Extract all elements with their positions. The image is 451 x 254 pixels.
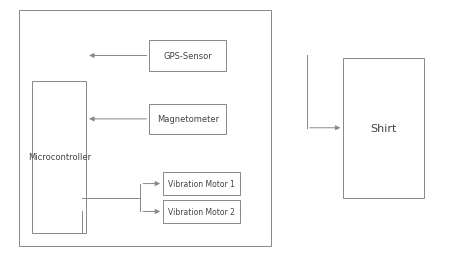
Bar: [162, 200, 239, 223]
Bar: [149, 41, 226, 71]
Text: Magnetometer: Magnetometer: [156, 115, 218, 124]
Bar: [32, 82, 86, 233]
Text: Vibration Motor 2: Vibration Motor 2: [167, 207, 234, 216]
Text: Shirt: Shirt: [370, 123, 396, 133]
Bar: [342, 59, 423, 198]
Text: Microcontroller: Microcontroller: [28, 153, 91, 162]
Bar: [162, 172, 239, 195]
Bar: [149, 104, 226, 135]
Text: GPS-Sensor: GPS-Sensor: [163, 52, 212, 61]
Text: Vibration Motor 1: Vibration Motor 1: [167, 179, 234, 188]
Bar: [18, 11, 271, 246]
